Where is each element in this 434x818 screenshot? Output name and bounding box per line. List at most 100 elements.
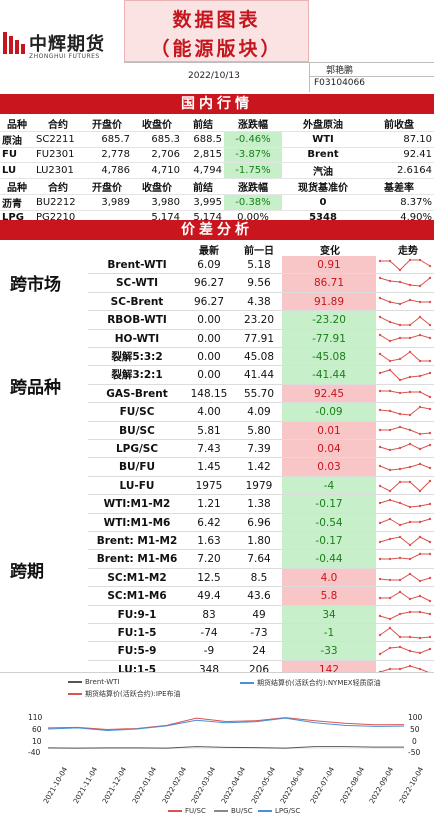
legend-ipe: 期货结算价(活跃合约):IPE布油 — [68, 689, 181, 699]
x-tick-label: 2022-07-04 — [309, 765, 337, 805]
report-header: 中辉期货 ZHONGHUI FUTURES 数据图表 （能源版块） 2022/1… — [0, 0, 434, 92]
spread-prev: 49 — [252, 608, 266, 621]
row-divider — [88, 273, 434, 275]
spread-name: GAS-Brent — [106, 387, 168, 400]
market-cell: SC2211 — [34, 131, 82, 148]
report-title-box: 数据图表 （能源版块） — [124, 0, 309, 62]
spread-latest: 0.00 — [197, 332, 221, 345]
spread-change: -45.08 — [282, 348, 376, 366]
spread-row: FU/SC 4.00 4.09 -0.09 — [0, 403, 434, 422]
row-divider — [88, 291, 434, 293]
market-cell: 涨跌幅 — [224, 116, 282, 132]
spread-row: SC:M1-M2 12.5 8.5 4.0 — [0, 568, 434, 588]
spread-trend-sparkline — [378, 311, 432, 329]
spread-latest: 96.27 — [193, 295, 225, 308]
spread-change: 92.45 — [282, 384, 376, 403]
market-cell: 品种 — [0, 178, 34, 195]
spread-change: -23.20 — [282, 311, 376, 330]
spread-prev: 1.38 — [247, 498, 271, 511]
row-divider — [88, 347, 434, 348]
spread-prev: 55.70 — [243, 387, 275, 400]
legend-fu-sc: FU/SC — [168, 807, 206, 815]
spread-latest: 0.00 — [197, 351, 221, 363]
spread-name: SC-WTI — [115, 277, 159, 290]
spread-change: -77.91 — [282, 329, 376, 348]
price-chart — [48, 717, 404, 749]
x-tick-label: 2022-06-04 — [279, 765, 307, 805]
spread-prev: 43.6 — [247, 590, 271, 603]
spread-trend-sparkline — [378, 587, 432, 605]
spread-row: FU:1-5 -74 -73 -1 — [0, 624, 434, 643]
spread-name: WTI:M1-M6 — [103, 516, 171, 529]
y-tick-left: 60 — [32, 725, 42, 734]
spread-row: GAS-Brent 148.15 55.70 92.45 — [0, 384, 434, 404]
market-cell: -1.75% — [224, 162, 282, 179]
spread-change: 34 — [282, 605, 376, 624]
market-row: LU LU2301 4,786 4,710 4,794 -1.75% 汽油 2.6164 — [0, 162, 434, 179]
market-cell: 前结 — [182, 178, 224, 195]
row-divider — [88, 365, 434, 367]
x-tick-label: 2022-09-04 — [368, 765, 396, 805]
spread-latest: 1.21 — [197, 498, 221, 511]
spread-change: -41.44 — [282, 366, 376, 385]
row-divider — [88, 439, 434, 440]
spread-row: Brent: M1-M6 7.20 7.64 -0.44 — [0, 550, 434, 569]
spread-trend-sparkline — [378, 642, 432, 660]
row-divider — [88, 549, 434, 551]
spread-row: SC-WTI 96.27 9.56 86.71 — [0, 274, 434, 293]
spread-name: 裂解3:2:1 — [111, 369, 163, 382]
x-tick-label: 2022-05-04 — [249, 765, 277, 805]
spread-row: WTI:M1-M6 6.42 6.96 -0.54 — [0, 513, 434, 533]
spread-name: RBOB-WTI — [107, 314, 167, 327]
spread-name: Brent: M1-M6 — [96, 553, 178, 566]
market-cell: 基差率 — [364, 178, 434, 195]
logo-mark-icon — [3, 32, 25, 54]
spread-change: 0.91 — [282, 256, 376, 274]
spread-prev: 1979 — [245, 479, 273, 492]
series-line — [48, 717, 404, 732]
spread-latest: 49.4 — [197, 590, 221, 603]
market-cell: 0 — [282, 194, 364, 211]
market-cell: -3.87% — [224, 147, 282, 163]
spread-trend-sparkline — [378, 477, 432, 495]
col-prev: 前一日 — [244, 246, 274, 257]
spread-row: FU:9-1 83 49 34 — [0, 605, 434, 625]
spread-name: 裂解5:3:2 — [111, 351, 163, 363]
spread-name: BU/SC — [119, 424, 155, 437]
spread-name: SC:M1-M6 — [107, 590, 167, 603]
market-cell: 3,989 — [82, 194, 132, 211]
market-cell: 涨跌幅 — [224, 178, 282, 195]
spread-row: BU/FU 1.45 1.42 0.03 — [0, 458, 434, 477]
spread-latest: 1.45 — [197, 461, 221, 474]
market-cell: 87.10 — [364, 131, 434, 148]
market-cell: 前结 — [182, 116, 224, 132]
spread-change: -0.44 — [282, 550, 376, 569]
spread-prev: 6.96 — [247, 516, 271, 529]
spread-change: 0.01 — [282, 421, 376, 440]
row-divider — [88, 659, 434, 661]
spread-latest: 83 — [202, 608, 216, 621]
logo-text-en: ZHONGHUI FUTURES — [29, 53, 100, 60]
spread-latest: 4.00 — [197, 406, 221, 419]
row-divider — [88, 475, 434, 477]
spread-trend-sparkline — [378, 440, 432, 458]
spread-name: FU:9-1 — [117, 608, 157, 621]
spread-row: SC:M1-M6 49.4 43.6 5.8 — [0, 587, 434, 606]
spread-change: -0.17 — [282, 532, 376, 550]
row-divider — [88, 512, 434, 514]
header-divider — [124, 62, 434, 63]
spread-row: Brent-WTI 6.09 5.18 0.91 — [0, 256, 434, 275]
spread-change: -33 — [282, 642, 376, 661]
report-title: 数据图表 — [172, 9, 261, 31]
market-cell: 收盘价 — [132, 178, 182, 195]
spread-name: LU-FU — [119, 479, 155, 492]
spread-name: Brent: M1-M2 — [96, 535, 178, 547]
spread-latest: 1.63 — [197, 535, 221, 547]
x-tick-label: 2022-10-04 — [398, 765, 426, 805]
spread-name: SC-Brent — [110, 295, 164, 308]
spread-change: 0.03 — [282, 458, 376, 477]
row-divider — [88, 494, 434, 496]
row-divider — [88, 531, 434, 532]
spread-trend-sparkline — [378, 550, 432, 568]
y-tick-left: 110 — [28, 713, 43, 722]
